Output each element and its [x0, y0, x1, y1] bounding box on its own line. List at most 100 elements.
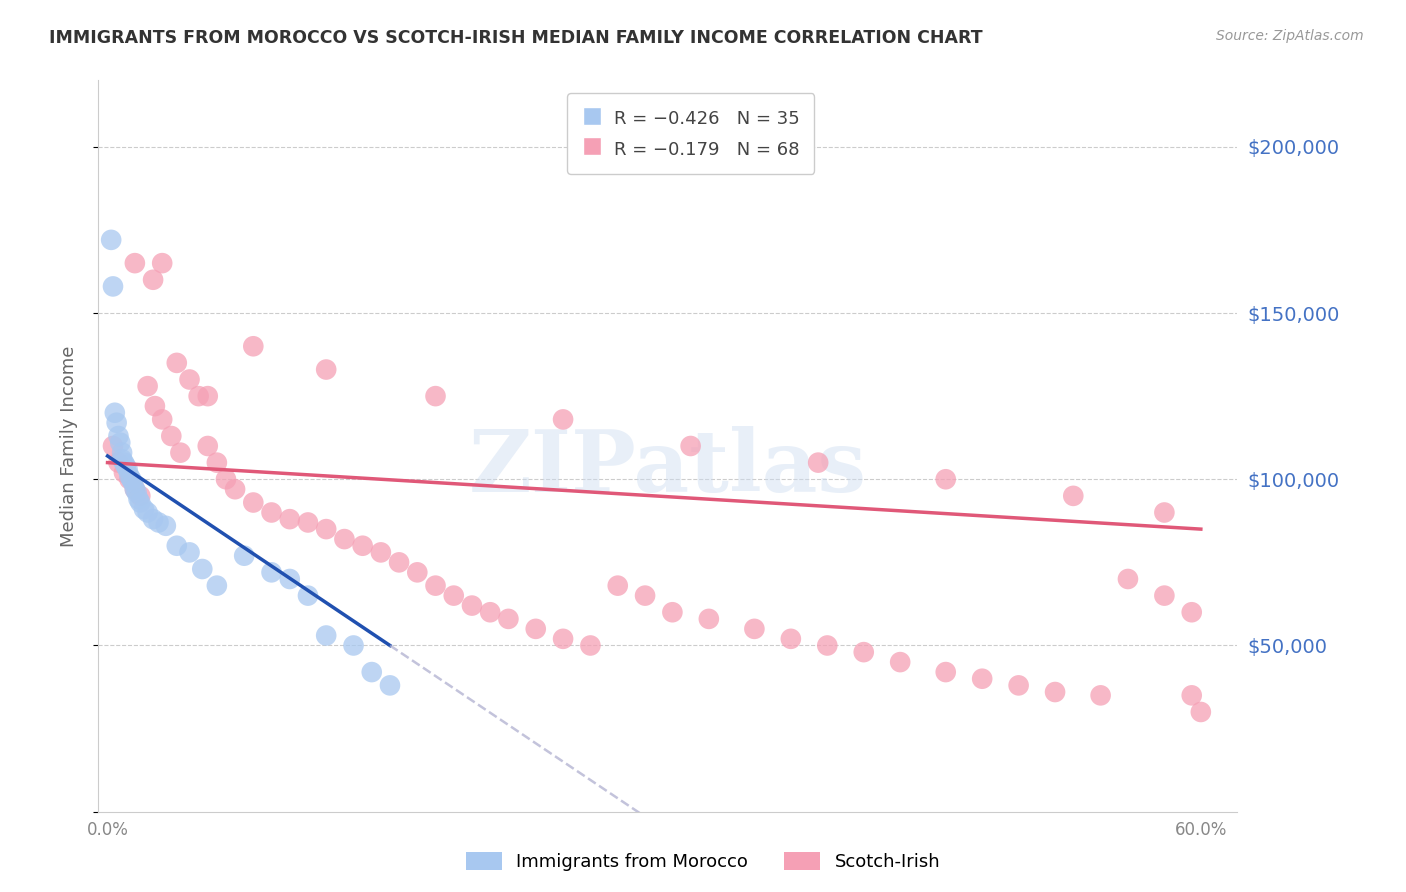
Point — [315, 362, 337, 376]
Text: ZIPatlas: ZIPatlas — [468, 426, 868, 510]
Point — [297, 516, 319, 530]
Point — [278, 512, 301, 526]
Point — [148, 516, 170, 530]
Point — [160, 429, 183, 443]
Point — [388, 555, 411, 569]
Point — [215, 472, 238, 486]
Point — [101, 279, 124, 293]
Point — [150, 412, 173, 426]
Point — [972, 672, 994, 686]
Point — [233, 549, 256, 563]
Point — [104, 406, 127, 420]
Point — [136, 506, 159, 520]
Point — [110, 435, 132, 450]
Point — [179, 545, 201, 559]
Point — [124, 482, 146, 496]
Point — [852, 645, 875, 659]
Point — [297, 589, 319, 603]
Point — [118, 472, 141, 486]
Point — [107, 456, 129, 470]
Point — [634, 589, 657, 603]
Point — [101, 439, 124, 453]
Point — [378, 678, 401, 692]
Point — [197, 439, 219, 453]
Point — [1062, 489, 1084, 503]
Point — [697, 612, 720, 626]
Point — [260, 506, 283, 520]
Point — [125, 485, 148, 500]
Point — [551, 412, 574, 426]
Point — [425, 579, 447, 593]
Point — [315, 628, 337, 642]
Point — [935, 665, 957, 679]
Point — [112, 466, 135, 480]
Point — [117, 462, 139, 476]
Point — [129, 489, 152, 503]
Point — [179, 372, 201, 386]
Point — [197, 389, 219, 403]
Point — [551, 632, 574, 646]
Point — [1007, 678, 1029, 692]
Point — [124, 256, 146, 270]
Point — [1090, 689, 1112, 703]
Point — [807, 456, 830, 470]
Point — [370, 545, 392, 559]
Point — [315, 522, 337, 536]
Point — [524, 622, 547, 636]
Point — [142, 512, 165, 526]
Point — [1043, 685, 1066, 699]
Point — [136, 379, 159, 393]
Point — [122, 475, 145, 490]
Point — [479, 605, 502, 619]
Point — [1153, 589, 1175, 603]
Point — [132, 502, 155, 516]
Point — [352, 539, 374, 553]
Point — [105, 416, 128, 430]
Point — [889, 655, 911, 669]
Point — [333, 532, 356, 546]
Point — [498, 612, 520, 626]
Point — [155, 518, 177, 533]
Point — [100, 233, 122, 247]
Point — [425, 389, 447, 403]
Point — [112, 456, 135, 470]
Point — [114, 458, 136, 473]
Y-axis label: Median Family Income: Median Family Income — [59, 345, 77, 547]
Point — [1181, 689, 1204, 703]
Point — [360, 665, 382, 679]
Point — [205, 579, 228, 593]
Point — [142, 273, 165, 287]
Legend: R = −0.426   N = 35, R = −0.179   N = 68: R = −0.426 N = 35, R = −0.179 N = 68 — [567, 93, 814, 174]
Legend: Immigrants from Morocco, Scotch-Irish: Immigrants from Morocco, Scotch-Irish — [458, 845, 948, 879]
Point — [224, 482, 246, 496]
Point — [260, 566, 283, 580]
Text: IMMIGRANTS FROM MOROCCO VS SCOTCH-IRISH MEDIAN FAMILY INCOME CORRELATION CHART: IMMIGRANTS FROM MOROCCO VS SCOTCH-IRISH … — [49, 29, 983, 46]
Point — [461, 599, 484, 613]
Point — [242, 495, 264, 509]
Point — [1181, 605, 1204, 619]
Point — [169, 445, 191, 459]
Point — [107, 429, 129, 443]
Point — [111, 445, 134, 459]
Point — [143, 399, 166, 413]
Point — [815, 639, 838, 653]
Point — [679, 439, 702, 453]
Point — [1189, 705, 1212, 719]
Point — [118, 469, 141, 483]
Point — [935, 472, 957, 486]
Point — [166, 539, 188, 553]
Point — [406, 566, 429, 580]
Point — [1153, 506, 1175, 520]
Text: Source: ZipAtlas.com: Source: ZipAtlas.com — [1216, 29, 1364, 43]
Point — [779, 632, 801, 646]
Point — [124, 482, 146, 496]
Point — [129, 495, 152, 509]
Point — [150, 256, 173, 270]
Point — [187, 389, 209, 403]
Point — [191, 562, 214, 576]
Point — [744, 622, 766, 636]
Point — [120, 472, 142, 486]
Point — [342, 639, 364, 653]
Point — [661, 605, 683, 619]
Point — [128, 492, 150, 507]
